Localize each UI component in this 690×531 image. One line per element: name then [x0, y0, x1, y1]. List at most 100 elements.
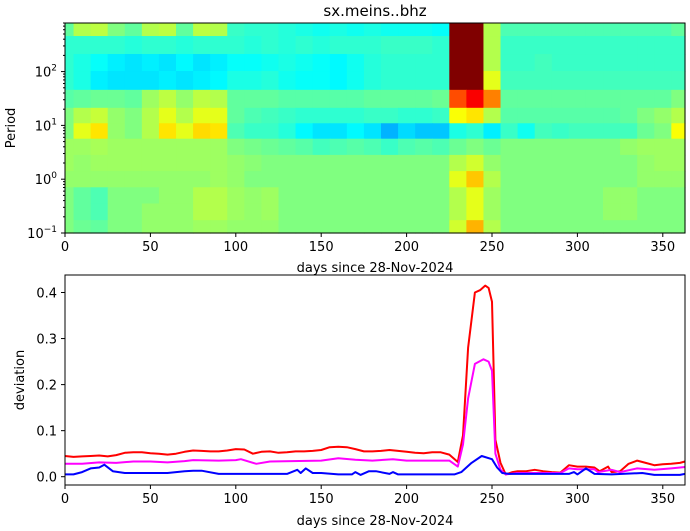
x-tick-label: 150	[309, 240, 334, 255]
heatmap-cell	[603, 71, 621, 91]
heatmap-cell	[551, 71, 570, 91]
heatmap-cell	[141, 36, 160, 55]
heatmap-cell	[193, 71, 211, 91]
heatmap-cell	[585, 23, 604, 37]
heatmap-cell	[671, 187, 686, 205]
x-tick-label: 250	[480, 240, 505, 255]
heatmap-cell	[141, 220, 160, 234]
heatmap-cell	[415, 54, 433, 72]
heatmap-cell	[637, 203, 655, 221]
heatmap-cell	[107, 36, 126, 55]
heatmap-cell	[176, 23, 194, 37]
heatmap-cell	[534, 71, 553, 91]
heatmap-cell	[278, 89, 297, 109]
heatmap-cell	[466, 123, 485, 140]
heatmap-cell	[295, 203, 314, 221]
heatmap-cell	[415, 220, 433, 234]
x-tick-label: 250	[480, 492, 505, 507]
heatmap-cell	[654, 171, 672, 188]
heatmap-cell	[176, 187, 194, 205]
line-axes: 0 50 100 150 200 250 300 350 0.0 0.1 0.2 0.3 0.4	[36, 287, 675, 508]
heatmap-cell	[449, 123, 467, 140]
heatmap-cell	[210, 123, 228, 140]
heatmap-cell	[124, 171, 143, 188]
heatmap-cell	[158, 107, 177, 124]
line-y-label: deviation	[13, 350, 28, 410]
heatmap-cell	[346, 107, 365, 124]
heatmap-cell	[295, 154, 314, 172]
heatmap-cell	[124, 54, 143, 72]
heatmap-cell	[329, 23, 348, 37]
heatmap-cell	[312, 138, 331, 156]
heatmap-cell	[620, 171, 638, 188]
heatmap-cell	[620, 123, 638, 140]
heatmap-cell	[534, 203, 553, 221]
heatmap-cell	[380, 89, 399, 109]
heatmap-cell	[380, 54, 399, 72]
heatmap-cell	[329, 138, 348, 156]
heatmap-cell	[261, 123, 280, 140]
heatmap-cell	[671, 36, 686, 55]
heatmap-cell	[329, 187, 348, 205]
heatmap-cell	[654, 107, 672, 124]
heatmap-cell	[415, 89, 433, 109]
heatmap-cell	[432, 54, 450, 72]
heatmap-cell	[637, 220, 655, 234]
heatmap-cell	[65, 171, 75, 188]
heatmap-cell	[500, 187, 519, 205]
heatmap-cell	[90, 54, 109, 72]
heatmap-cell	[329, 71, 348, 91]
heatmap-cell	[654, 203, 672, 221]
y-tick-label: 100	[35, 171, 58, 188]
heatmap-cell	[620, 36, 638, 55]
heatmap-cell	[500, 71, 519, 91]
heatmap-cell	[65, 203, 75, 221]
heatmap-cell	[671, 107, 686, 124]
heatmap-cell	[637, 54, 655, 72]
heatmap-cell	[141, 89, 160, 109]
heatmap-cell	[398, 71, 416, 91]
heatmap-cell	[603, 138, 621, 156]
heatmap-cell	[500, 36, 519, 55]
heatmap-cell	[517, 154, 536, 172]
heatmap-cell	[620, 203, 638, 221]
y-tick-label: 0.2	[36, 379, 57, 394]
heatmap-cell	[380, 71, 399, 91]
heatmap-cell	[380, 23, 399, 37]
heatmap-cell	[551, 107, 570, 124]
x-tick-label: 0	[61, 240, 69, 255]
heatmap-cell	[654, 89, 672, 109]
heatmap-cell	[551, 220, 570, 234]
heatmap-cell	[363, 123, 382, 140]
heatmap-cell	[620, 54, 638, 72]
heatmap-cell	[73, 89, 92, 109]
heatmap-cell	[432, 154, 450, 172]
heatmap-cell	[346, 71, 365, 91]
heatmap-cell	[312, 23, 331, 37]
y-tick-label: 0.1	[36, 425, 57, 440]
heatmap-cell	[244, 203, 263, 221]
heatmap-cell	[278, 123, 297, 140]
heatmap-cell	[244, 187, 263, 205]
heatmap-cell	[483, 89, 502, 109]
heatmap-cell	[295, 71, 314, 91]
heatmap-cell	[483, 203, 502, 221]
heatmap-cell	[210, 107, 228, 124]
heatmap-cell	[227, 187, 245, 205]
heatmap-cell	[244, 23, 263, 37]
heatmap-cell	[158, 54, 177, 72]
heatmap-cell	[312, 220, 331, 234]
heatmap-cell	[603, 107, 621, 124]
heatmap-cell	[568, 203, 587, 221]
heatmap-cell	[278, 220, 297, 234]
heatmap-cell	[312, 54, 331, 72]
heatmap-cell	[483, 187, 502, 205]
x-tick-label: 300	[565, 240, 590, 255]
heatmap-cell	[449, 71, 467, 91]
heatmap-cell	[124, 71, 143, 91]
series-line-1	[64, 284, 686, 476]
heatmap-cell	[124, 23, 143, 37]
heatmap-cell	[551, 171, 570, 188]
heatmap-cell	[620, 89, 638, 109]
heatmap-cell	[415, 171, 433, 188]
